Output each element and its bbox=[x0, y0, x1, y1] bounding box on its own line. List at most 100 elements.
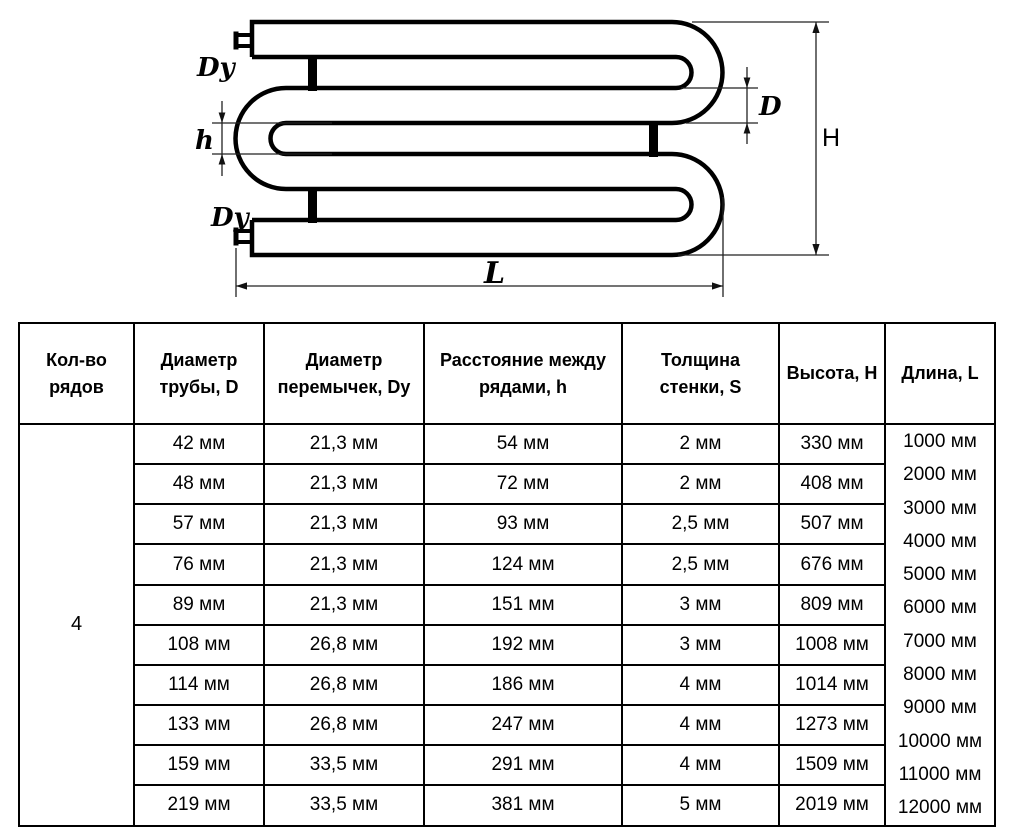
cell-d: 219 мм bbox=[133, 784, 265, 827]
cell-dy: 21,3 мм bbox=[263, 583, 425, 626]
length-value: 6000 мм bbox=[903, 597, 977, 619]
cell-s: 4 мм bbox=[621, 744, 780, 787]
cell-dy: 21,3 мм bbox=[263, 503, 425, 546]
cell-dy: 33,5 мм bbox=[263, 744, 425, 787]
cell-s: 3 мм bbox=[621, 583, 780, 626]
cell-height: 676 мм bbox=[778, 543, 886, 586]
cell-s: 3 мм bbox=[621, 623, 780, 666]
cell-s: 2 мм bbox=[621, 422, 780, 466]
pipe-wall-outer bbox=[249, 19, 725, 258]
cell-h: 72 мм bbox=[423, 463, 623, 506]
jumper-middle-right bbox=[649, 121, 658, 157]
arrow-height-bottom bbox=[812, 244, 820, 255]
cell-s: 4 мм bbox=[621, 663, 780, 707]
table-row: 4 42 мм 21,3 мм 54 мм 2 мм 330 мм 1000 м… bbox=[18, 422, 996, 827]
cell-h: 192 мм bbox=[423, 623, 623, 666]
length-value: 10000 мм bbox=[897, 730, 983, 752]
stubs bbox=[233, 31, 254, 246]
length-value: 1000 мм bbox=[903, 431, 977, 452]
length-value: 5000 мм bbox=[903, 564, 977, 586]
arrow-length-right bbox=[712, 282, 723, 290]
jumper-bottom-left bbox=[308, 187, 317, 223]
length-value: 2000 мм bbox=[903, 464, 977, 486]
dimension-labels: Dy h Dy D H L bbox=[195, 53, 840, 291]
cell-dy: 26,8 мм bbox=[263, 663, 425, 707]
cell-height: 809 мм bbox=[778, 583, 886, 626]
length-value: 3000 мм bbox=[903, 497, 977, 519]
cell-s: 4 мм bbox=[621, 704, 780, 747]
cell-d: 159 мм bbox=[133, 744, 265, 787]
cell-height: 1008 мм bbox=[778, 623, 886, 666]
dimensions-table: Кол-во рядов Диаметр трубы, D Диаметр перем… bbox=[18, 322, 996, 827]
dimension-arrowheads bbox=[218, 22, 820, 290]
cell-height: 507 мм bbox=[778, 503, 886, 546]
dim-length-lines bbox=[235, 197, 724, 297]
cell-dy: 21,3 мм bbox=[263, 463, 425, 506]
cell-h: 54 мм bbox=[423, 422, 623, 466]
table-row: 159 мм 33,5 мм 291 мм 4 мм 1509 мм bbox=[19, 744, 995, 787]
cell-height: 2019 мм bbox=[778, 784, 886, 827]
table-row: 76 мм 21,3 мм 124 мм 2,5 мм 676 мм bbox=[19, 543, 995, 586]
cell-d: 42 мм bbox=[133, 422, 265, 466]
header-pipe-diameter: Диаметр трубы, D bbox=[133, 322, 265, 425]
pipe-wall-inner bbox=[233, 54, 694, 223]
length-value: 12000 мм bbox=[897, 797, 983, 819]
cell-dy: 33,5 мм bbox=[263, 784, 425, 827]
label-h: h bbox=[195, 126, 214, 156]
cell-d: 48 мм bbox=[133, 463, 265, 506]
arrow-d-bottom bbox=[743, 123, 751, 134]
table-row: 219 мм 33,5 мм 381 мм 5 мм 2019 мм bbox=[19, 784, 995, 827]
length-value: 4000 мм bbox=[903, 530, 977, 552]
cell-d: 89 мм bbox=[133, 583, 265, 626]
table-row: 48 мм 21,3 мм 72 мм 2 мм 408 мм bbox=[19, 463, 995, 506]
table-row: 133 мм 26,8 мм 247 мм 4 мм 1273 мм bbox=[19, 704, 995, 747]
header-jumper-diameter: Диаметр перемычек, Dy bbox=[263, 322, 425, 425]
cell-h: 93 мм bbox=[423, 503, 623, 546]
header-row-spacing: Расстояние между рядами, h bbox=[423, 322, 623, 425]
cell-h: 186 мм bbox=[423, 663, 623, 707]
label-dy-bottom: Dy bbox=[210, 203, 251, 233]
cell-d: 57 мм bbox=[133, 503, 265, 546]
cell-dy: 21,3 мм bbox=[263, 422, 425, 466]
cell-d: 76 мм bbox=[133, 543, 265, 586]
cell-s: 2 мм bbox=[621, 463, 780, 506]
cell-d: 133 мм bbox=[133, 704, 265, 747]
table-row: 114 мм 26,8 мм 186 мм 4 мм 1014 мм bbox=[19, 663, 995, 707]
cell-height: 408 мм bbox=[778, 463, 886, 506]
arrow-h-bottom bbox=[218, 154, 226, 165]
arrow-d-top bbox=[743, 77, 751, 88]
arrow-height-top bbox=[812, 22, 820, 33]
register-diagram: Dy h Dy D H L bbox=[195, 19, 840, 297]
pipe-body bbox=[233, 19, 725, 258]
cell-height: 1273 мм bbox=[778, 704, 886, 747]
header-wall-thickness: Толщина стенки, S bbox=[621, 322, 780, 425]
length-value: 8000 мм bbox=[903, 664, 977, 686]
cell-dy: 26,8 мм bbox=[263, 704, 425, 747]
header-row: Кол-во рядов Диаметр трубы, D Диаметр перем… bbox=[18, 322, 996, 425]
cell-height: 1014 мм bbox=[778, 663, 886, 707]
length-value: 7000 мм bbox=[903, 630, 977, 652]
cell-s: 5 мм bbox=[621, 784, 780, 827]
cell-lengths: 1000 мм 2000 мм 3000 мм 4000 мм 5000 мм … bbox=[884, 423, 996, 827]
header-length: Длина, L bbox=[884, 322, 996, 425]
cell-d: 114 мм bbox=[133, 663, 265, 707]
cell-s: 2,5 мм bbox=[621, 503, 780, 546]
cell-dy: 21,3 мм bbox=[263, 543, 425, 586]
cell-s: 2,5 мм bbox=[621, 543, 780, 586]
arrow-h-top bbox=[218, 112, 226, 123]
cell-h: 381 мм bbox=[423, 784, 623, 827]
cell-d: 108 мм bbox=[133, 623, 265, 666]
label-dy-top: Dy bbox=[196, 53, 237, 83]
table-row: 89 мм 21,3 мм 151 мм 3 мм 809 мм bbox=[19, 583, 995, 626]
cell-h: 291 мм bbox=[423, 744, 623, 787]
length-value: 11000 мм bbox=[898, 763, 982, 785]
cell-dy: 26,8 мм bbox=[263, 623, 425, 666]
header-row-count: Кол-во рядов bbox=[18, 322, 135, 425]
header-height: Высота, H bbox=[778, 322, 886, 425]
cell-height: 1509 мм bbox=[778, 744, 886, 787]
dim-height-lines bbox=[678, 21, 829, 256]
cell-row-count: 4 bbox=[18, 423, 135, 827]
cell-h: 151 мм bbox=[423, 583, 623, 626]
cell-height: 330 мм bbox=[778, 422, 886, 466]
cell-h: 247 мм bbox=[423, 704, 623, 747]
